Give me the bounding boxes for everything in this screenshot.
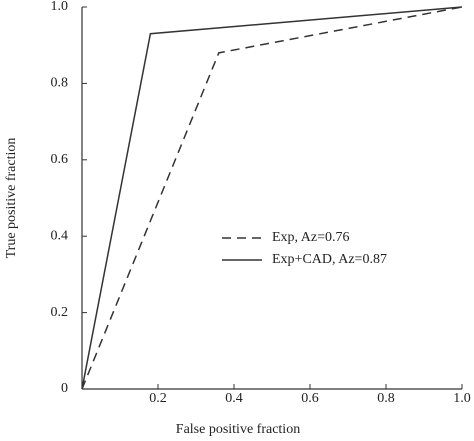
series-line: [81, 6, 463, 390]
y-tick-label: 1.0: [51, 0, 69, 14]
y-tick-label: 0: [61, 381, 68, 396]
x-tick-label: 0.6: [301, 391, 319, 406]
x-tick-label: 0.4: [225, 391, 243, 406]
y-axis-label: True positive fraction: [4, 138, 19, 259]
y-tick-label: 0.4: [51, 228, 69, 243]
legend-label: Exp+CAD, Az=0.87: [272, 252, 387, 267]
x-axis-label: False positive fraction: [176, 422, 300, 437]
x-tick-label: 0.2: [149, 391, 167, 406]
x-tick-label: 1.0: [453, 391, 471, 406]
series-line: [81, 6, 463, 390]
y-tick-label: 0.8: [51, 76, 69, 91]
y-tick-label: 0.2: [51, 305, 69, 320]
y-tick-label: 0.6: [51, 152, 69, 167]
legend-label: Exp, Az=0.76: [272, 230, 350, 245]
x-tick-label: 0.8: [377, 391, 395, 406]
